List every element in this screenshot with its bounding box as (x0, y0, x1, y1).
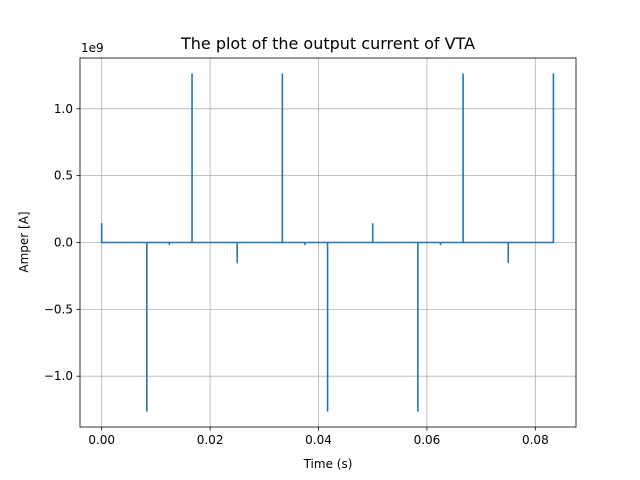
y-tick-label: −0.5 (44, 302, 73, 316)
y-axis-scale-label: 1e9 (81, 41, 104, 55)
y-tick-label: −1.0 (44, 369, 73, 383)
y-tick-label: 0.0 (54, 236, 73, 250)
x-tick-label: 0.04 (305, 433, 332, 447)
y-tick-label: 0.5 (54, 169, 73, 183)
y-tick-label: 1.0 (54, 102, 73, 116)
x-tick-label: 0.06 (414, 433, 441, 447)
series-layer (100, 73, 555, 412)
x-tick-label: 0.00 (88, 433, 115, 447)
x-axis-label: Time (s) (303, 457, 353, 471)
x-tick-label: 0.08 (522, 433, 549, 447)
y-axis-label: Amper [A] (17, 211, 31, 272)
x-tick-label: 0.02 (197, 433, 224, 447)
ticks: 0.00 0.02 0.04 0.06 0.08 −1.0 −0.5 0.0 0.5 1.0 (44, 102, 549, 447)
series-line (100, 73, 555, 412)
chart-title: The plot of the output current of VTA (180, 34, 475, 53)
